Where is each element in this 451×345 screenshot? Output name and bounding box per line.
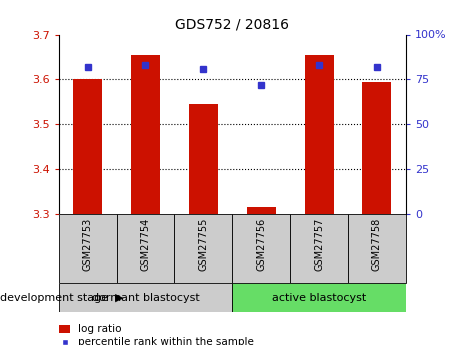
Text: GSM27755: GSM27755: [198, 217, 208, 271]
Text: GSM27758: GSM27758: [372, 217, 382, 270]
Bar: [304, 55, 334, 214]
Bar: [116, 214, 175, 283]
Bar: [363, 82, 391, 214]
Bar: [232, 283, 406, 312]
Bar: [59, 214, 116, 283]
Bar: [131, 55, 160, 214]
Text: GSM27754: GSM27754: [140, 217, 151, 270]
Text: dormant blastocyst: dormant blastocyst: [92, 293, 199, 303]
Bar: [348, 214, 406, 283]
Bar: [232, 214, 290, 283]
Text: active blastocyst: active blastocyst: [272, 293, 366, 303]
Bar: [59, 283, 232, 312]
Legend: log ratio, percentile rank within the sample: log ratio, percentile rank within the sa…: [60, 324, 254, 345]
Bar: [247, 207, 276, 214]
Bar: [189, 104, 218, 214]
Text: GSM27757: GSM27757: [314, 217, 324, 271]
Text: GSM27756: GSM27756: [256, 217, 266, 270]
Bar: [290, 214, 348, 283]
Text: development stage  ▶: development stage ▶: [0, 293, 124, 303]
Bar: [73, 79, 102, 214]
Bar: [175, 214, 232, 283]
Title: GDS752 / 20816: GDS752 / 20816: [175, 18, 289, 32]
Text: GSM27753: GSM27753: [83, 217, 92, 270]
